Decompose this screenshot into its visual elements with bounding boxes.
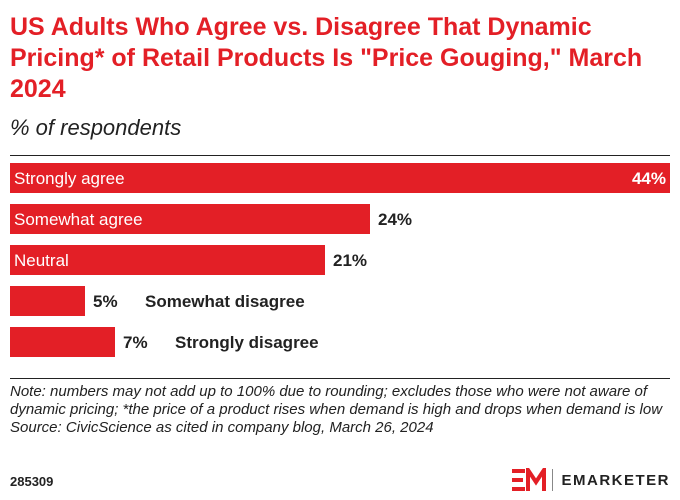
bar xyxy=(10,327,115,357)
category-label: Strongly agree xyxy=(14,169,125,188)
value-label: 5% xyxy=(93,292,118,311)
bar-row: 7% Strongly disagree xyxy=(10,327,319,357)
note-text: Note: numbers may not add up to 100% due… xyxy=(10,383,663,418)
category-label: Somewhat agree xyxy=(14,210,143,229)
chart-title: US Adults Who Agree vs. Disagree That Dy… xyxy=(10,13,643,103)
source-text: Source: CivicScience as cited in company… xyxy=(10,419,434,436)
bottom-divider xyxy=(10,378,670,379)
top-divider xyxy=(10,155,670,156)
category-label: Neutral xyxy=(14,251,69,270)
bar xyxy=(10,286,85,316)
bar xyxy=(10,163,670,193)
bar-row: 5% Somewhat disagree xyxy=(10,286,305,316)
emarketer-logo: EMARKETER xyxy=(512,466,670,494)
chart-note: Note: numbers may not add up to 100% due… xyxy=(10,383,670,437)
category-label: Somewhat disagree xyxy=(145,292,305,311)
em-logo-icon xyxy=(512,468,547,491)
logo-separator xyxy=(552,469,554,491)
value-label: 44% xyxy=(632,169,666,188)
category-label: Strongly disagree xyxy=(175,333,319,352)
bar-chart: Strongly agree 44% Somewhat agree 24% Neutra… xyxy=(10,163,670,357)
bar xyxy=(10,204,370,234)
bar-row: Strongly agree 44% xyxy=(10,163,670,193)
bar-row: Neutral 21% xyxy=(10,245,367,275)
chart-subtitle: % of respondents xyxy=(10,115,182,140)
bar xyxy=(10,245,325,275)
bar-row: Somewhat agree 24% xyxy=(10,204,412,234)
value-label: 21% xyxy=(333,251,367,270)
chart-id: 285309 xyxy=(10,474,54,489)
value-label: 7% xyxy=(123,333,148,352)
logo-wordmark: EMARKETER xyxy=(561,471,670,489)
value-label: 24% xyxy=(378,210,412,229)
